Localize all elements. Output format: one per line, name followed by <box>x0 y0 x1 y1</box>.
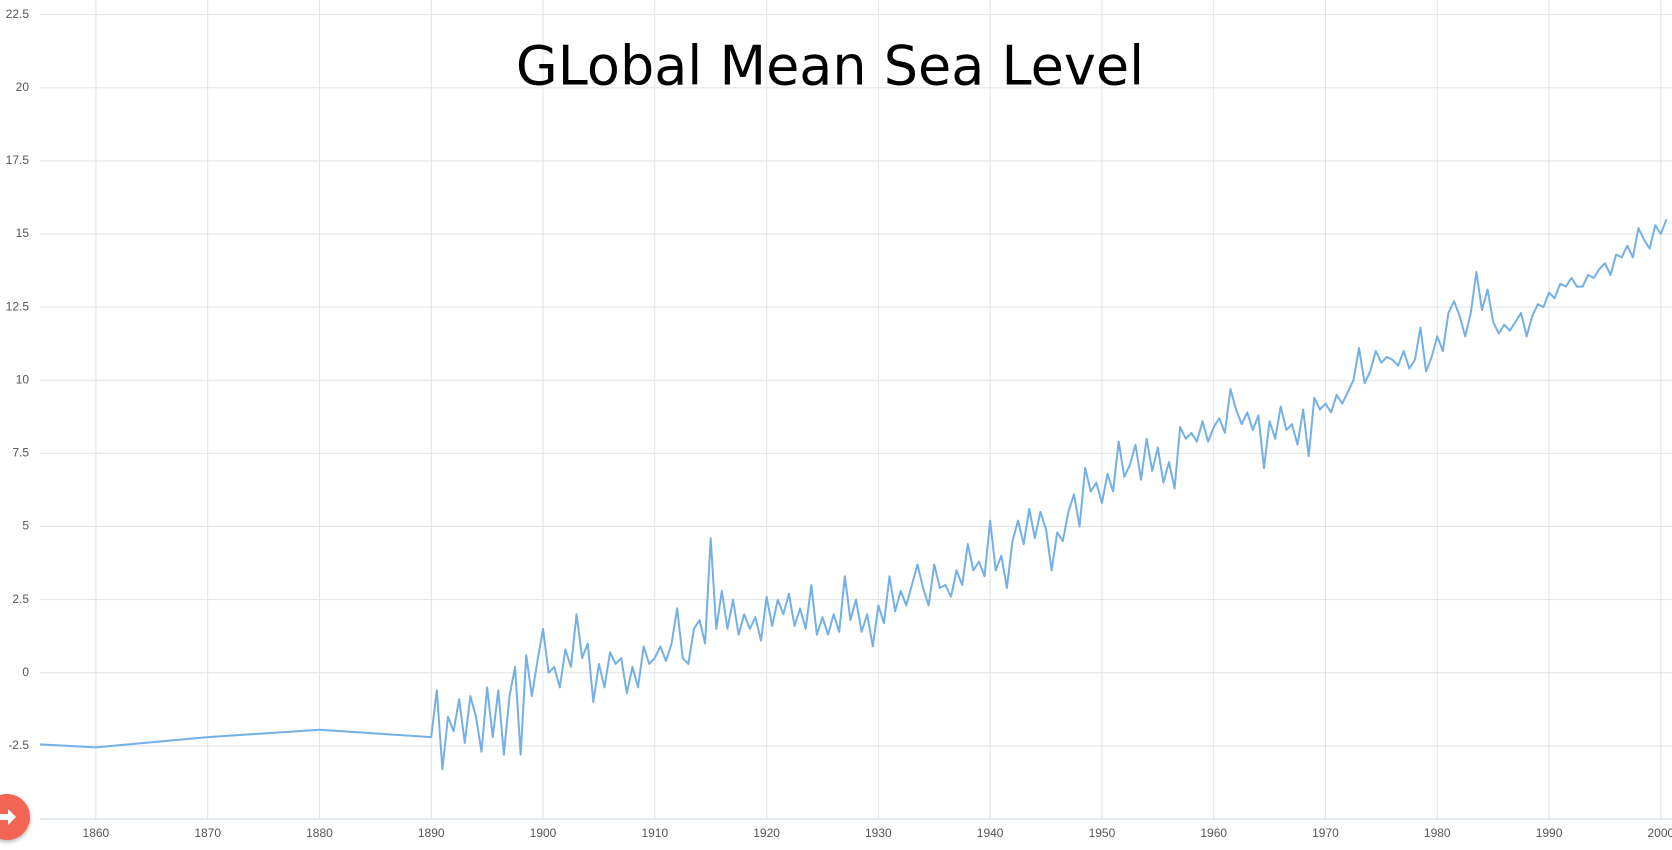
y-tick-label: 10 <box>16 372 30 386</box>
x-tick-label: 1950 <box>1089 826 1116 840</box>
x-tick-label: 1870 <box>194 826 221 840</box>
y-tick-label: 12.5 <box>6 299 30 313</box>
y-tick-label: 15 <box>16 226 30 240</box>
y-tick-label: 0 <box>22 665 29 679</box>
x-tick-label: 1990 <box>1536 826 1563 840</box>
y-tick-label: 7.5 <box>12 446 29 460</box>
y-tick-label: 17.5 <box>6 153 30 167</box>
y-tick-label: 2.5 <box>12 592 29 606</box>
y-tick-label: 20 <box>16 80 30 94</box>
x-tick-label: 1940 <box>977 826 1004 840</box>
arrow-icon <box>0 809 16 825</box>
line <box>39 219 1668 771</box>
y-tick-label: -2.5 <box>8 738 29 752</box>
x-tick-label: 1860 <box>83 826 110 840</box>
x-tick-label: 1960 <box>1200 826 1227 840</box>
x-tick-label: 1920 <box>753 826 780 840</box>
x-tick-label: 1970 <box>1312 826 1339 840</box>
x-tick-label: 1890 <box>418 826 445 840</box>
x-tick-label: 1910 <box>641 826 668 840</box>
y-tick-label: 5 <box>22 519 29 533</box>
x-tick-label: 1900 <box>530 826 557 840</box>
x-tick-label: 1880 <box>306 826 333 840</box>
x-tick-label: 1930 <box>865 826 892 840</box>
x-tick-label: 1980 <box>1424 826 1451 840</box>
chart-title: GLobal Mean Sea Level <box>516 35 1144 98</box>
x-tick-label: 2000 <box>1647 826 1672 840</box>
action-button[interactable] <box>0 794 30 840</box>
grid <box>40 0 1672 819</box>
y-tick-label: 22.5 <box>6 7 30 21</box>
